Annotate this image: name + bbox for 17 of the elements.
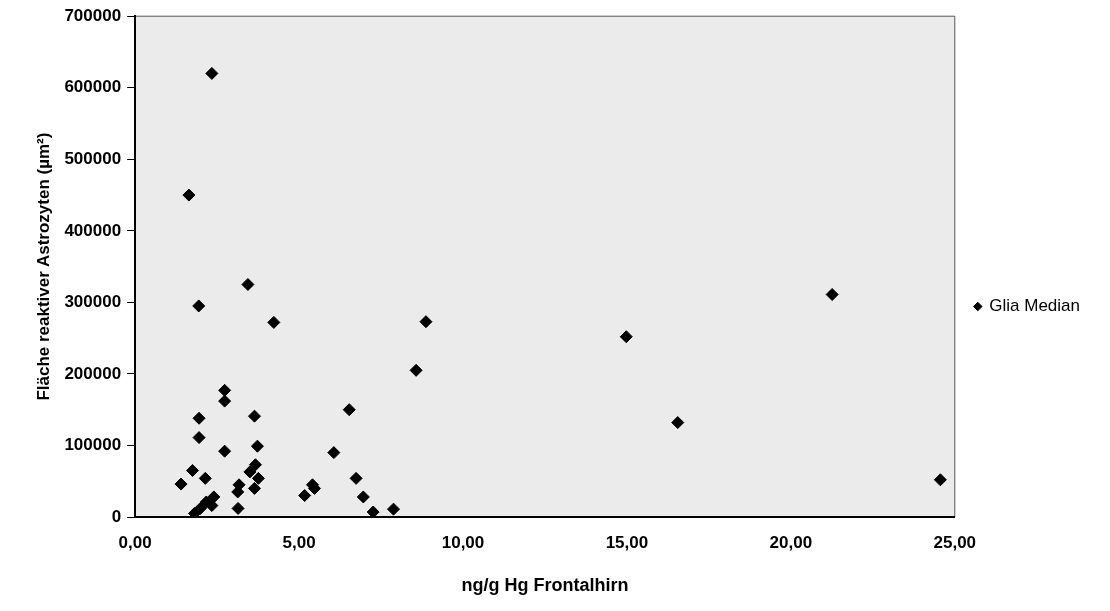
y-tick-label: 100000	[64, 435, 122, 455]
y-tick-label: 300000	[64, 292, 122, 312]
y-tick-label: 200000	[64, 363, 122, 383]
x-axis-title: ng/g Hg Frontalhirn	[461, 575, 629, 596]
x-tick-label: 10,00	[441, 532, 485, 552]
legend-label: Glia Median	[989, 296, 1081, 316]
x-tick-label: 5,00	[282, 532, 316, 552]
x-tick-label: 20,00	[769, 532, 813, 552]
y-tick-label: 600000	[64, 77, 122, 97]
y-tick-label: 400000	[64, 220, 122, 240]
y-tick-label: 700000	[64, 5, 122, 25]
y-tick-label: 0	[111, 506, 122, 526]
x-tick-label: 15,00	[605, 532, 649, 552]
x-tick-label: 25,00	[933, 532, 977, 552]
y-axis-title: Fläche reaktiver Astrozyten (µm²)	[33, 132, 53, 401]
y-tick-label: 500000	[64, 148, 122, 168]
x-tick-label: 0,00	[118, 532, 152, 552]
